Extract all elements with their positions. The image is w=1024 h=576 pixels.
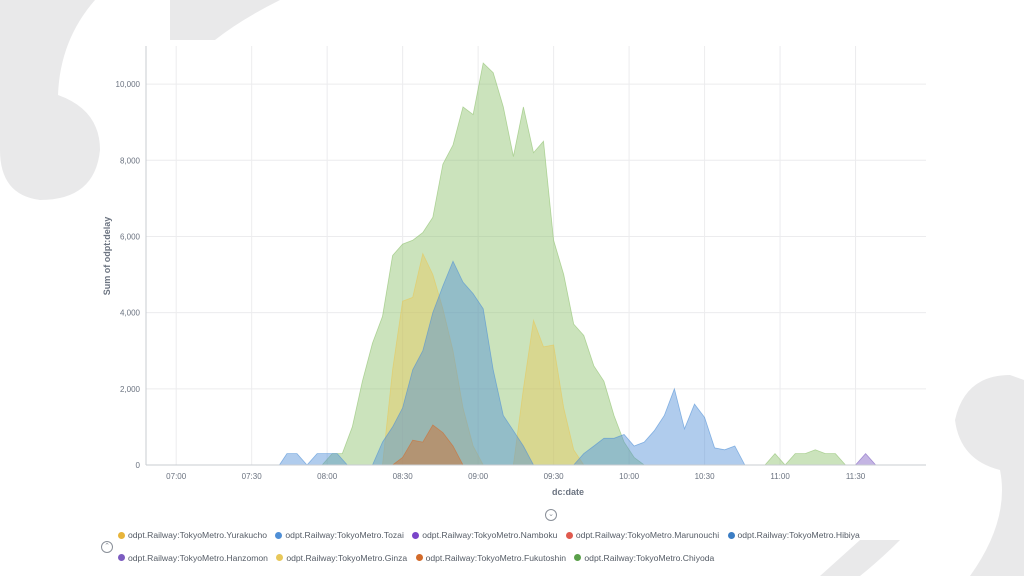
legend-swatch-hibiya bbox=[727, 531, 735, 539]
chart-areas bbox=[278, 62, 877, 466]
legend-label: odpt.Railway:TokyoMetro.Marunouchi bbox=[575, 530, 720, 540]
legend-label: odpt.Railway:TokyoMetro.Fukutoshin bbox=[425, 552, 567, 563]
legend-item-tozai[interactable]: odpt.Railway:TokyoMetro.Tozai bbox=[275, 524, 404, 546]
legend-label: odpt.Railway:TokyoMetro.Hibiya bbox=[737, 530, 860, 540]
area-series-hanzomon bbox=[854, 452, 877, 466]
legend-label: odpt.Railway:TokyoMetro.Chiyoda bbox=[584, 552, 715, 563]
x-tick-label: 09:30 bbox=[544, 472, 565, 481]
legend-item-fukutoshin[interactable]: odpt.Railway:TokyoMetro.Fukutoshin bbox=[415, 547, 567, 569]
legend-item-namboku[interactable]: odpt.Railway:TokyoMetro.Namboku bbox=[412, 524, 557, 546]
y-tick-label: 8,000 bbox=[120, 156, 141, 165]
legend-collapse-button[interactable]: ⌄ bbox=[545, 509, 557, 521]
x-tick-label: 11:00 bbox=[770, 472, 790, 481]
legend-row-1: odpt.Railway:TokyoMetro.Yurakucho odpt.R… bbox=[118, 524, 938, 547]
x-tick-label: 09:00 bbox=[468, 472, 489, 481]
legend-swatch-hanzomon bbox=[118, 554, 125, 561]
x-axis-title: dc:date bbox=[552, 487, 584, 497]
x-tick-label: 10:00 bbox=[619, 472, 640, 481]
chart-legend: odpt.Railway:TokyoMetro.Yurakucho odpt.R… bbox=[118, 524, 938, 569]
legend-swatch-tozai bbox=[275, 531, 283, 539]
area-series-fukutoshin bbox=[391, 424, 464, 466]
legend-label: odpt.Railway:TokyoMetro.Tozai bbox=[285, 530, 404, 540]
y-axis-title: Sum of odpt:delay bbox=[102, 217, 112, 296]
legend-item-hibiya[interactable]: odpt.Railway:TokyoMetro.Hibiya bbox=[727, 524, 860, 546]
chart-axes: 07:00 07:30 08:00 08:30 09:00 09:30 10:00 10:30… bbox=[116, 46, 926, 481]
legend-swatch-fukutoshin bbox=[415, 554, 423, 561]
y-tick-label: 10,000 bbox=[116, 80, 141, 89]
x-tick-label: 07:00 bbox=[166, 472, 187, 481]
legend-item-hanzomon[interactable]: odpt.Railway:TokyoMetro.Hanzomon bbox=[118, 547, 268, 569]
y-tick-label: 6,000 bbox=[120, 232, 141, 241]
legend-row-2: odpt.Railway:TokyoMetro.Hanzomon odpt.Ra… bbox=[118, 547, 938, 570]
legend-label: odpt.Railway:TokyoMetro.Yurakucho bbox=[128, 530, 268, 540]
x-tick-label: 08:00 bbox=[317, 472, 338, 481]
y-tick-label: 2,000 bbox=[120, 385, 141, 394]
chart-grid bbox=[146, 46, 926, 466]
x-tick-label: 07:30 bbox=[242, 472, 263, 481]
legend-swatch-namboku bbox=[412, 531, 420, 539]
legend-item-ginza[interactable]: odpt.Railway:TokyoMetro.Ginza bbox=[276, 547, 407, 569]
legend-item-chiyoda[interactable]: odpt.Railway:TokyoMetro.Chiyoda bbox=[574, 547, 714, 569]
x-tick-label: 08:30 bbox=[393, 472, 414, 481]
legend-swatch-marunouchi bbox=[565, 531, 573, 539]
legend-label: odpt.Railway:TokyoMetro.Hanzomon bbox=[128, 552, 268, 563]
area-series-ginza bbox=[382, 252, 585, 466]
legend-item-yurakucho[interactable]: odpt.Railway:TokyoMetro.Yurakucho bbox=[118, 524, 267, 546]
y-tick-label: 0 bbox=[136, 461, 141, 470]
legend-label: odpt.Railway:TokyoMetro.Namboku bbox=[422, 530, 558, 540]
legend-swatch-ginza bbox=[276, 554, 284, 561]
x-tick-label: 10:30 bbox=[695, 472, 716, 481]
legend-expand-button[interactable]: ⌃ bbox=[101, 541, 113, 553]
x-tick-label: 11:30 bbox=[846, 472, 866, 481]
y-tick-label: 4,000 bbox=[120, 309, 141, 318]
legend-swatch-chiyoda bbox=[574, 554, 582, 561]
legend-label: odpt.Railway:TokyoMetro.Ginza bbox=[286, 552, 408, 563]
legend-item-marunouchi[interactable]: odpt.Railway:TokyoMetro.Marunouchi bbox=[565, 524, 720, 546]
legend-swatch-yurakucho bbox=[118, 531, 125, 539]
